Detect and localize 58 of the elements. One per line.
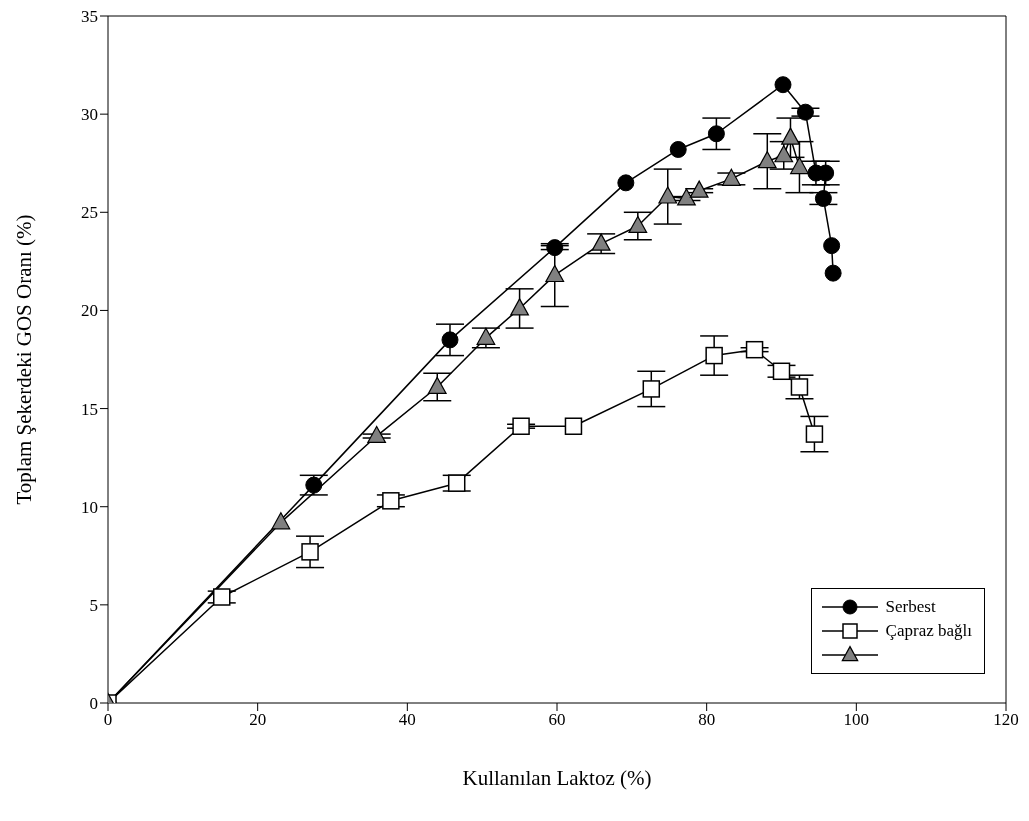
point: [772, 362, 791, 381]
point: [382, 492, 400, 510]
point: [745, 340, 764, 359]
y-tick-label: 20: [81, 301, 98, 321]
y-tick-label: 35: [81, 7, 98, 27]
point: [441, 331, 459, 349]
y-tick-label: 10: [81, 497, 98, 517]
x-tick-label: 0: [103, 710, 113, 730]
point: [642, 380, 661, 398]
point: [510, 298, 529, 316]
point: [271, 512, 291, 530]
y-tick-label: 25: [81, 203, 98, 223]
point: [790, 378, 809, 396]
point: [805, 425, 824, 443]
point: [669, 140, 687, 158]
legend-label: Çapraz bağlı: [885, 621, 972, 641]
point: [823, 237, 841, 255]
y-axis-title: Toplam Şekerdeki GOS Oranı (%): [12, 214, 37, 505]
point: [427, 376, 447, 394]
x-tick-label: 60: [548, 710, 566, 730]
point: [814, 190, 832, 208]
point: [774, 145, 794, 163]
point: [617, 174, 635, 192]
y-tick-label: 15: [81, 399, 98, 419]
point: [447, 474, 466, 492]
y-tick-label: 30: [81, 105, 98, 125]
point: [677, 188, 696, 206]
point: [658, 186, 678, 204]
point: [476, 327, 496, 345]
point: [367, 425, 387, 444]
point: [545, 264, 565, 283]
point: [213, 588, 231, 606]
y-tick-label: 0: [89, 694, 98, 714]
x-tick-label: 80: [698, 710, 716, 730]
point: [796, 103, 814, 121]
point: [721, 168, 741, 186]
x-tick-label: 120: [993, 710, 1019, 730]
y-tick-label: 5: [89, 595, 98, 615]
point: [757, 151, 777, 169]
point: [628, 215, 648, 234]
x-tick-label: 100: [843, 710, 870, 730]
x-tick-label: 40: [398, 710, 416, 730]
point: [774, 76, 792, 94]
point: [305, 476, 323, 494]
point: [824, 264, 842, 282]
point: [512, 417, 530, 435]
point: [689, 180, 709, 198]
point: [790, 156, 809, 175]
point: [591, 233, 611, 251]
point: [301, 543, 319, 561]
x-tick-label: 20: [249, 710, 267, 730]
x-axis-title: Kullanılan Laktoz (%): [462, 766, 652, 790]
point: [705, 346, 723, 365]
point: [546, 239, 564, 257]
point: [564, 417, 583, 435]
point: [781, 127, 800, 145]
legend-label: Serbest: [885, 597, 936, 617]
point: [707, 125, 725, 143]
